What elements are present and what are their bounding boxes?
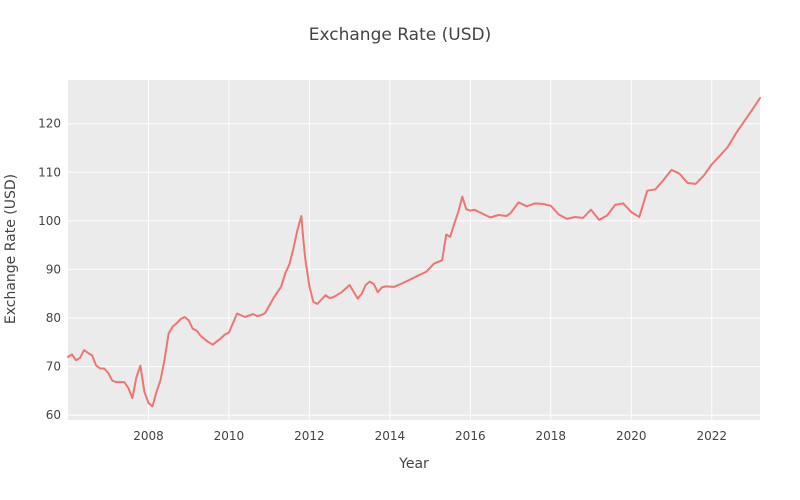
y-tick-label: 110 xyxy=(38,165,61,179)
x-tick-label: 2016 xyxy=(455,429,486,443)
plot-background xyxy=(68,80,760,420)
series-layer xyxy=(67,97,761,408)
y-axis-ticks: 60 70 80 90 100 110 120 xyxy=(38,117,61,422)
x-tick-label: 2020 xyxy=(616,429,647,443)
y-tick-label: 70 xyxy=(46,360,61,374)
x-tick-label: 2022 xyxy=(696,429,727,443)
y-tick-label: 80 xyxy=(46,311,61,325)
y-tick-label: 100 xyxy=(38,214,61,228)
x-axis-ticks: 2008 2010 2012 2014 2016 2018 2020 2022 xyxy=(133,429,727,443)
x-tick-label: 2018 xyxy=(536,429,567,443)
y-tick-label: 120 xyxy=(38,117,61,131)
x-tick-label: 2014 xyxy=(375,429,406,443)
x-tick-label: 2008 xyxy=(133,429,164,443)
y-axis-title: Exchange Rate (USD) xyxy=(3,174,19,324)
y-tick-label: 60 xyxy=(46,408,61,422)
chart-title: Exchange Rate (USD) xyxy=(309,25,491,45)
x-axis-title: Year xyxy=(398,456,429,472)
y-tick-label: 90 xyxy=(46,262,61,276)
x-tick-label: 2012 xyxy=(294,429,325,443)
series-line xyxy=(67,97,761,408)
x-tick-label: 2010 xyxy=(214,429,245,443)
